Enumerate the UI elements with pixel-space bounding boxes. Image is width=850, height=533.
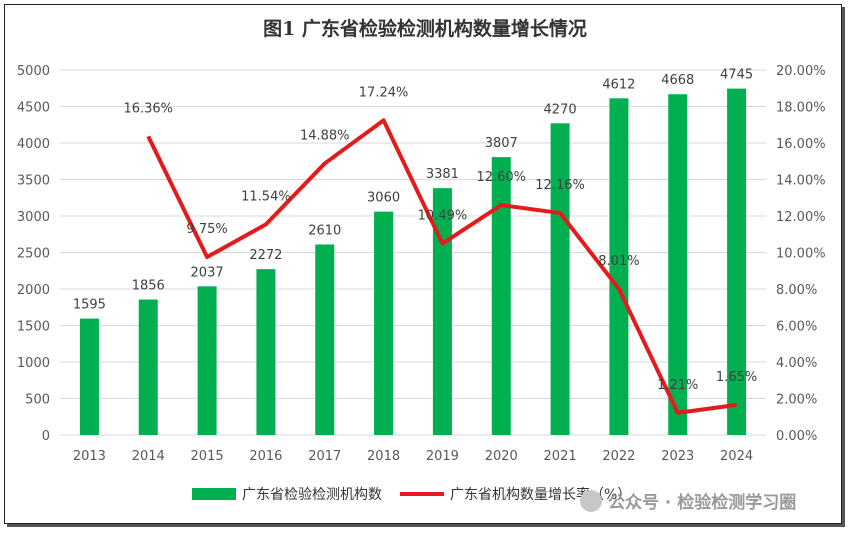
y-left-tick-label: 5000 xyxy=(17,64,50,79)
legend-line-swatch xyxy=(400,492,444,496)
bar xyxy=(609,98,629,435)
bar-data-label: 3807 xyxy=(485,136,518,151)
watermark: 公众号 · 检验检测学习圈 xyxy=(580,488,796,513)
x-tick-label: 2013 xyxy=(73,449,106,464)
bar-data-label: 4612 xyxy=(602,77,635,92)
y-right-tick-label: 18.00% xyxy=(776,101,826,116)
line-data-label: 12.16% xyxy=(535,178,585,193)
y-left-tick-label: 2500 xyxy=(17,247,50,262)
y-right-tick-label: 0.00% xyxy=(776,429,817,444)
x-tick-label: 2021 xyxy=(544,449,577,464)
line-data-label: 11.54% xyxy=(241,189,291,204)
bar-data-label: 4668 xyxy=(661,73,694,88)
y-right-tick-label: 20.00% xyxy=(776,64,826,79)
y-left-tick-label: 1500 xyxy=(17,320,50,335)
y-right-tick-label: 8.00% xyxy=(776,283,817,298)
bar-data-label: 2272 xyxy=(249,248,282,263)
watermark-text: 公众号 · 检验检测学习圈 xyxy=(608,493,797,513)
line-data-label: 17.24% xyxy=(359,85,409,100)
bar xyxy=(668,94,688,436)
x-tick-label: 2016 xyxy=(249,449,282,464)
bar xyxy=(374,211,394,435)
chart-title: 图1 广东省检验检测机构数量增长情况 xyxy=(263,18,587,40)
y-left-tick-label: 2000 xyxy=(17,283,50,298)
bar xyxy=(256,269,276,435)
bar xyxy=(727,88,747,436)
bar-data-label: 1856 xyxy=(132,279,165,294)
bar-data-label: 2610 xyxy=(308,223,341,238)
y-left-tick-label: 4500 xyxy=(17,101,50,116)
y-right-tick-label: 16.00% xyxy=(776,137,826,152)
y-right-tick-label: 4.00% xyxy=(776,356,817,371)
y-left-tick-label: 0 xyxy=(42,429,50,444)
bar-data-label: 1595 xyxy=(73,298,106,313)
bar xyxy=(432,188,452,435)
bar-data-label: 3381 xyxy=(426,167,459,182)
line-data-label: 12.60% xyxy=(476,170,526,185)
y-left-tick-label: 1000 xyxy=(17,356,50,371)
bar-data-label: 4745 xyxy=(720,68,753,83)
bar xyxy=(315,244,335,435)
y-left-tick-label: 3500 xyxy=(17,174,50,189)
bar-data-label: 2037 xyxy=(191,265,224,280)
y-left-tick-label: 3000 xyxy=(17,210,50,225)
bar xyxy=(138,299,158,435)
line-data-label: 10.49% xyxy=(418,209,468,224)
x-tick-label: 2024 xyxy=(720,449,753,464)
x-tick-label: 2017 xyxy=(308,449,341,464)
line-data-label: 14.88% xyxy=(300,128,350,143)
line-data-label: 16.36% xyxy=(123,101,173,116)
wechat-icon xyxy=(580,489,602,512)
y-right-tick-label: 6.00% xyxy=(776,320,817,335)
x-tick-label: 2018 xyxy=(367,449,400,464)
x-tick-label: 2022 xyxy=(602,449,635,464)
y-left-tick-label: 500 xyxy=(25,393,50,408)
y-right-tick-label: 10.00% xyxy=(776,247,826,262)
line-data-label: 1.65% xyxy=(716,370,757,385)
bar-data-label: 4270 xyxy=(544,102,577,117)
x-tick-label: 2023 xyxy=(661,449,694,464)
y-right-tick-label: 2.00% xyxy=(776,393,817,408)
bar xyxy=(197,286,217,435)
chart-frame xyxy=(4,4,842,524)
x-tick-label: 2019 xyxy=(426,449,459,464)
y-left-tick-label: 4000 xyxy=(17,137,50,152)
legend-item-bar: 广东省检验检测机构数 xyxy=(192,484,382,504)
y-right-tick-label: 12.00% xyxy=(776,210,826,225)
x-tick-label: 2020 xyxy=(485,449,518,464)
x-tick-label: 2014 xyxy=(132,449,165,464)
bar-data-label: 3060 xyxy=(367,191,400,206)
bar xyxy=(79,318,99,435)
bar xyxy=(491,157,511,436)
line-data-label: 9.75% xyxy=(186,222,227,237)
line-data-label: 8.01% xyxy=(598,254,639,269)
y-right-tick-label: 14.00% xyxy=(776,174,826,189)
line-data-label: 1.21% xyxy=(657,378,698,393)
x-tick-label: 2015 xyxy=(191,449,224,464)
legend-bar-swatch xyxy=(192,488,236,500)
legend-bar-label: 广东省检验检测机构数 xyxy=(242,487,382,503)
bar xyxy=(550,123,570,435)
